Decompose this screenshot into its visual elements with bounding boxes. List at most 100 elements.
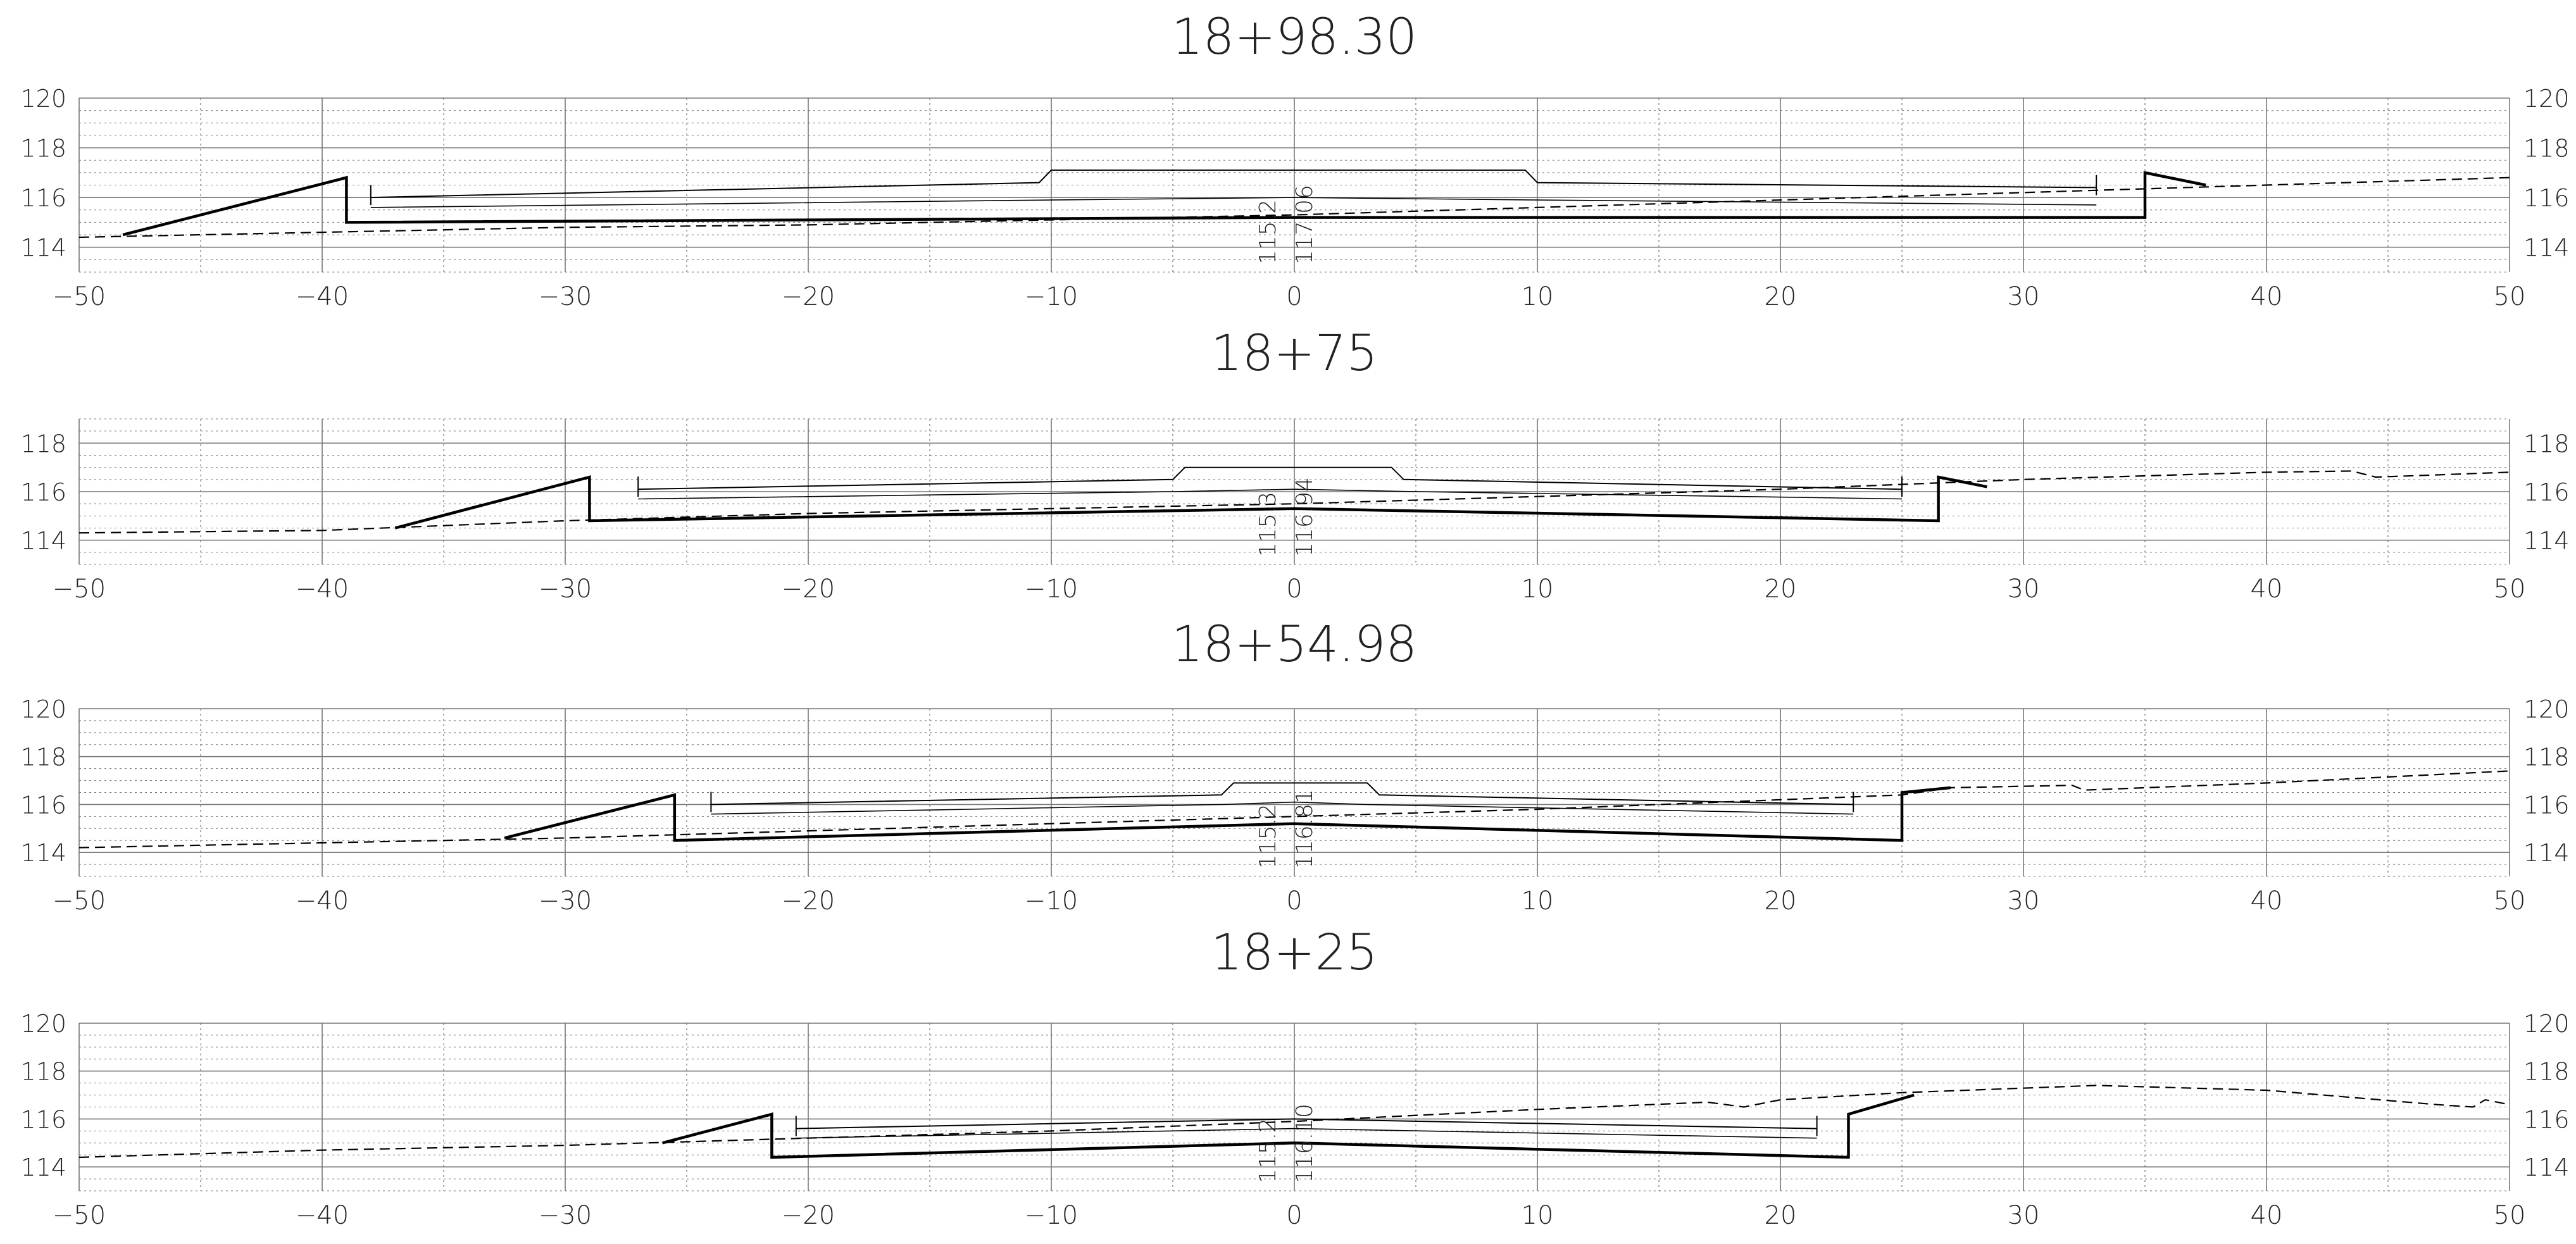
x-tick-label: −30 xyxy=(539,282,592,311)
x-tick-label: 20 xyxy=(1765,575,1797,604)
road-surface-line xyxy=(711,782,1854,805)
y-tick-label-left: 114 xyxy=(20,839,66,867)
x-tick-label: −10 xyxy=(1025,886,1078,916)
section-title: 18+54.98 xyxy=(1172,616,1417,673)
x-tick-label: 50 xyxy=(2494,575,2526,604)
x-tick-label: −20 xyxy=(782,282,835,311)
existing-ground-line xyxy=(78,470,2510,534)
y-tick-label-left: 118 xyxy=(20,430,66,457)
section-4: 18+25 114 114 116 116 118 118 120 120 −50 −40 −30 −2… xyxy=(20,924,2569,1230)
y-tick-label-right: 114 xyxy=(2523,839,2570,867)
centerline-elevation-label: 115.2 xyxy=(1255,1118,1281,1183)
x-tick-label: −50 xyxy=(53,1201,106,1230)
y-tick-label-right: 118 xyxy=(2523,743,2570,771)
section-title: 18+75 xyxy=(1211,325,1378,382)
x-tick-label: −50 xyxy=(53,282,106,311)
y-tick-label-left: 116 xyxy=(20,184,66,212)
x-tick-label: 10 xyxy=(1522,1201,1554,1230)
x-tick-label: −40 xyxy=(296,886,349,916)
centerline-elevation-label: 117.06 xyxy=(1292,185,1318,264)
section-title: 18+98.30 xyxy=(1172,9,1417,66)
x-tick-label: −20 xyxy=(782,1201,835,1230)
existing-ground-line xyxy=(78,770,2510,849)
y-tick-label-right: 118 xyxy=(2523,1058,2570,1086)
existing-ground-line xyxy=(78,1085,2510,1159)
x-tick-label: 40 xyxy=(2251,886,2283,916)
section-title: 18+25 xyxy=(1211,924,1378,981)
x-tick-label: 20 xyxy=(1765,282,1797,311)
x-tick-label: 20 xyxy=(1765,886,1797,916)
excavation-outline xyxy=(122,171,2206,237)
y-tick-label-right: 120 xyxy=(2523,695,2570,723)
excavation-outline xyxy=(504,786,1951,842)
y-tick-label-left: 120 xyxy=(20,85,66,113)
y-tick-label-right: 116 xyxy=(2523,1105,2570,1133)
centerline-elevation-label: 116.10 xyxy=(1292,1104,1318,1183)
x-tick-label: 10 xyxy=(1522,575,1554,604)
excavation-outline xyxy=(394,475,1987,530)
x-tick-label: 40 xyxy=(2251,1201,2283,1230)
x-tick-label: 30 xyxy=(2008,886,2040,916)
x-tick-label: −20 xyxy=(782,886,835,916)
x-tick-label: 0 xyxy=(1286,575,1302,604)
grid xyxy=(78,418,2510,565)
centerline-elevation-label: 116.81 xyxy=(1292,789,1318,869)
subgrade-line xyxy=(638,488,1903,500)
y-tick-label-left: 114 xyxy=(20,527,66,555)
y-tick-label-left: 116 xyxy=(20,1105,66,1133)
x-tick-label: 0 xyxy=(1286,886,1302,916)
y-tick-label-right: 114 xyxy=(2523,1154,2570,1181)
x-tick-label: −40 xyxy=(296,282,349,311)
y-tick-label-right: 116 xyxy=(2523,184,2570,212)
x-tick-label: 30 xyxy=(2008,282,2040,311)
road-surface-line xyxy=(370,169,2097,199)
y-tick-label-right: 116 xyxy=(2523,791,2570,819)
x-tick-label: −50 xyxy=(53,575,106,604)
y-tick-label-left: 116 xyxy=(20,791,66,819)
centerline-elevation-label: 116.94 xyxy=(1292,477,1318,557)
y-tick-label-left: 116 xyxy=(20,478,66,506)
x-tick-label: −20 xyxy=(782,575,835,604)
section-1: 18+98.30 114 114 116 116 118 118 120 120 −50 −40 −3… xyxy=(20,9,2569,311)
y-tick-label-right: 118 xyxy=(2523,430,2570,457)
x-tick-label: −10 xyxy=(1025,575,1078,604)
y-tick-label-left: 114 xyxy=(20,234,66,262)
x-tick-label: 50 xyxy=(2494,282,2526,311)
x-tick-label: −30 xyxy=(539,1201,592,1230)
section-3: 18+54.98 114 114 116 116 118 118 120 120 −50 −40 −3… xyxy=(20,616,2569,916)
road-surface-line xyxy=(796,1118,1817,1129)
x-tick-label: 30 xyxy=(2008,575,2040,604)
excavation-outline xyxy=(662,1093,1915,1159)
subgrade-line xyxy=(711,801,1854,815)
x-tick-label: −50 xyxy=(53,886,106,916)
y-tick-label-left: 118 xyxy=(20,743,66,771)
y-tick-label-left: 114 xyxy=(20,1154,66,1181)
y-tick-label-right: 114 xyxy=(2523,527,2570,555)
x-tick-label: −10 xyxy=(1025,282,1078,311)
y-tick-label-left: 118 xyxy=(20,1058,66,1086)
y-tick-label-right: 118 xyxy=(2523,135,2570,163)
x-tick-label: 0 xyxy=(1286,1201,1302,1230)
x-tick-label: −30 xyxy=(539,575,592,604)
x-tick-label: 50 xyxy=(2494,1201,2526,1230)
x-tick-label: 10 xyxy=(1522,886,1554,916)
x-tick-label: −40 xyxy=(296,1201,349,1230)
centerline-elevation-label: 115.3 xyxy=(1255,492,1281,557)
x-tick-label: 40 xyxy=(2251,575,2283,604)
x-tick-label: −40 xyxy=(296,575,349,604)
grid xyxy=(78,708,2510,877)
x-tick-label: −10 xyxy=(1025,1201,1078,1230)
y-tick-label-left: 120 xyxy=(20,695,66,723)
x-tick-label: 50 xyxy=(2494,886,2526,916)
subgrade-line xyxy=(796,1128,1817,1139)
y-tick-label-right: 120 xyxy=(2523,1010,2570,1038)
road-surface-line xyxy=(638,466,1903,490)
x-tick-label: 10 xyxy=(1522,282,1554,311)
y-tick-label-left: 120 xyxy=(20,1010,66,1038)
existing-ground-line xyxy=(78,177,2510,239)
subgrade-line xyxy=(370,197,2097,208)
y-tick-label-right: 116 xyxy=(2523,478,2570,506)
x-tick-label: 20 xyxy=(1765,1201,1797,1230)
